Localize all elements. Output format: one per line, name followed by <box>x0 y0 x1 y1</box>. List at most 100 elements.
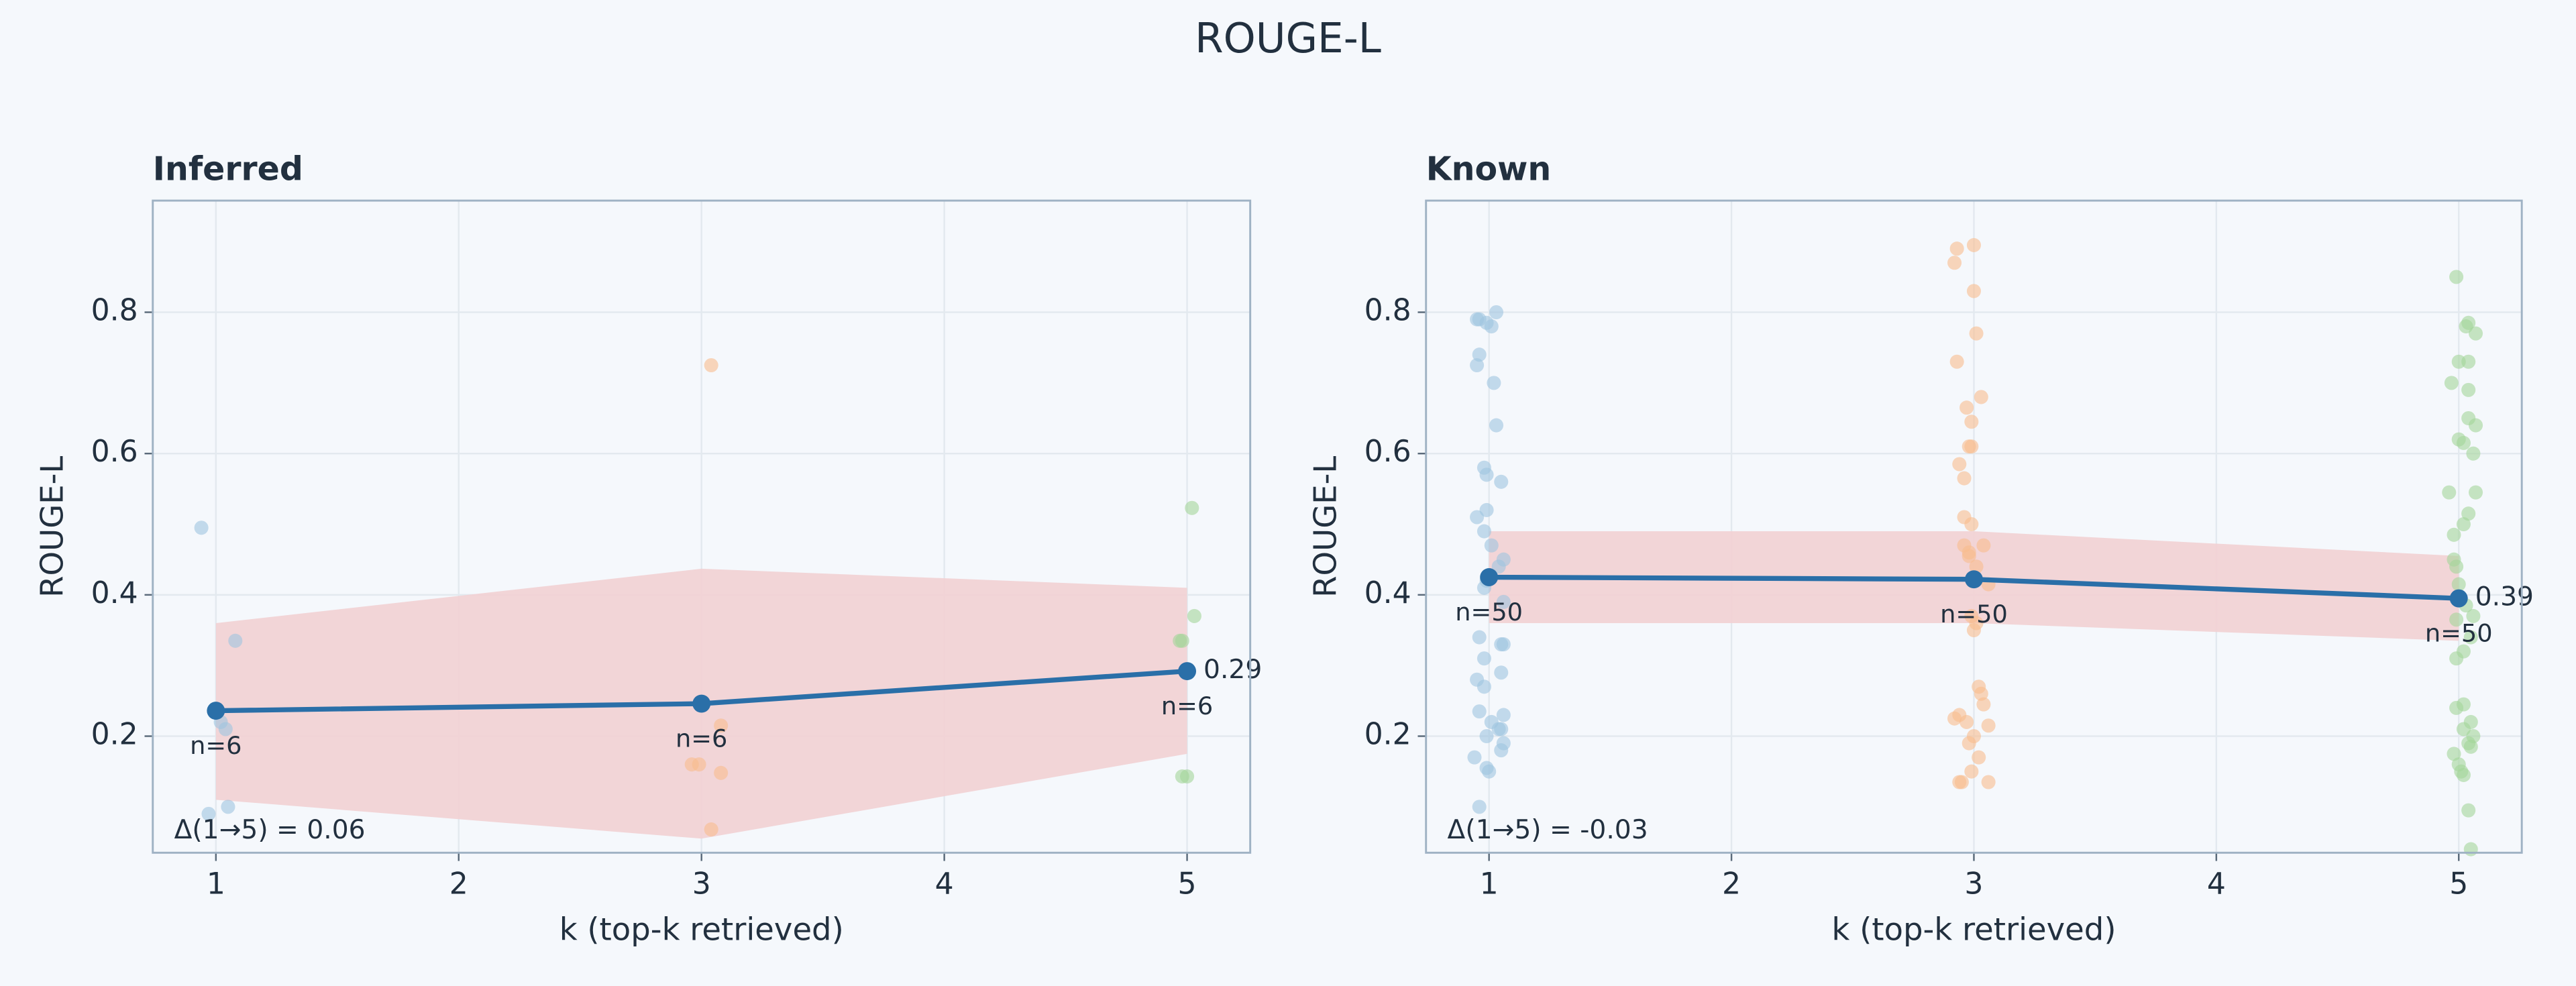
scatter-point <box>1960 714 1974 729</box>
scatter-point <box>1489 305 1504 320</box>
x-tick-label: 2 <box>1722 867 1741 901</box>
scatter-point <box>2459 319 2473 334</box>
y-tick-label: 0.2 <box>91 718 138 752</box>
scatter-point <box>1472 630 1487 645</box>
scatter-point <box>1487 376 1501 390</box>
scatter-point <box>2449 612 2464 627</box>
x-tick-label: 3 <box>1964 867 1983 901</box>
scatter-point <box>1470 510 1485 525</box>
scatter-point <box>714 765 729 780</box>
x-tick-label: 5 <box>2449 867 2468 901</box>
scatter-point <box>1947 256 1962 270</box>
scatter-point <box>2468 326 2483 341</box>
end-value-label: 0.39 <box>2475 582 2534 612</box>
scatter-point <box>1964 415 1979 429</box>
scatter-point <box>2444 376 2459 390</box>
scatter-point <box>1494 474 1509 489</box>
y-tick-label: 0.8 <box>91 294 138 328</box>
y-tick-label: 0.4 <box>1364 576 1411 610</box>
scatter-point <box>1472 347 1487 362</box>
scatter-point <box>1966 237 1981 252</box>
end-value-label: 0.29 <box>1203 655 1262 685</box>
scatter-point <box>2468 418 2483 433</box>
scatter-point <box>692 757 706 772</box>
scatter-point <box>1496 708 1511 722</box>
scatter-point <box>2449 559 2464 574</box>
scatter-point <box>1496 594 1511 609</box>
scatter-point <box>1185 500 1199 515</box>
scatter-point <box>1496 637 1511 652</box>
scatter-point <box>1974 686 1988 701</box>
x-axis-label: k (top-k retrieved) <box>1831 911 2116 947</box>
scatter-point <box>1180 769 1195 784</box>
scatter-point <box>1966 284 1981 298</box>
scatter-point <box>1491 559 1506 574</box>
scatter-point <box>1969 326 1984 341</box>
scatter-point <box>1981 718 1996 733</box>
y-axis-label: ROUGE-L <box>1307 456 1343 598</box>
scatter-point <box>2442 485 2457 500</box>
scatter-point <box>1472 704 1487 719</box>
x-tick-label: 2 <box>449 867 468 901</box>
scatter-point <box>2451 354 2466 369</box>
panel-title: Known <box>1426 150 1552 188</box>
scatter-point <box>221 800 235 814</box>
scatter-point <box>1976 697 1991 712</box>
x-axis-label: k (top-k retrieved) <box>559 911 844 947</box>
y-tick-label: 0.4 <box>91 576 138 610</box>
scatter-point <box>1969 559 1984 574</box>
scatter-point <box>1952 775 1967 789</box>
scatter-point <box>2456 722 2471 736</box>
scatter-point <box>2466 446 2481 461</box>
scatter-point <box>1484 538 1499 553</box>
n-label: n=6 <box>676 724 727 753</box>
x-tick-label: 1 <box>1480 867 1499 901</box>
scatter-point <box>194 521 209 535</box>
scatter-point <box>1470 358 1485 373</box>
y-tick-label: 0.2 <box>1364 718 1411 752</box>
scatter-point <box>1972 750 1986 765</box>
x-tick-label: 5 <box>1178 867 1197 901</box>
scatter-point <box>1952 457 1967 472</box>
scatter-point <box>1494 743 1509 758</box>
scatter-point <box>1477 679 1491 694</box>
scatter-point <box>201 806 216 821</box>
x-tick-label: 3 <box>692 867 711 901</box>
n-label: n=50 <box>1940 600 2008 628</box>
scatter-point <box>1479 468 1494 482</box>
scatter-point <box>1966 622 1981 638</box>
scatter-point <box>1962 736 1976 751</box>
scatter-point <box>704 358 718 373</box>
axes-frame <box>1425 199 2523 854</box>
y-axis-label: ROUGE-L <box>34 456 70 598</box>
x-tick-label: 1 <box>207 867 225 901</box>
scatter-point <box>2466 608 2481 623</box>
scatter-point <box>1974 390 1988 404</box>
delta-annotation: Δ(1→5) = 0.06 <box>174 815 366 845</box>
scatter-point <box>2468 485 2483 500</box>
scatter-point <box>2449 270 2464 284</box>
scatter-point <box>1976 538 1991 553</box>
scatter-point <box>1467 750 1482 765</box>
figure-title: ROUGE-L <box>1195 15 1381 62</box>
delta-annotation: Δ(1→5) = -0.03 <box>1448 815 1648 845</box>
scatter-point <box>1981 775 1996 789</box>
scatter-point <box>1957 471 1972 486</box>
scatter-point <box>228 633 243 648</box>
scatter-point <box>2461 803 2476 818</box>
scatter-point <box>1494 722 1509 736</box>
scatter-point <box>1175 633 1189 648</box>
scatter-point <box>1472 800 1487 814</box>
scatter-point <box>1479 728 1494 744</box>
scatter-point <box>2449 651 2464 666</box>
scatter-point <box>1489 418 1504 433</box>
scatter-point <box>1479 502 1494 517</box>
mean-point <box>1480 568 1499 586</box>
scatter-point <box>1949 354 1964 369</box>
scatter-point <box>2456 435 2471 450</box>
scatter-point <box>2456 516 2471 532</box>
scatter-point <box>1477 524 1491 539</box>
scatter-point <box>1949 241 1964 256</box>
